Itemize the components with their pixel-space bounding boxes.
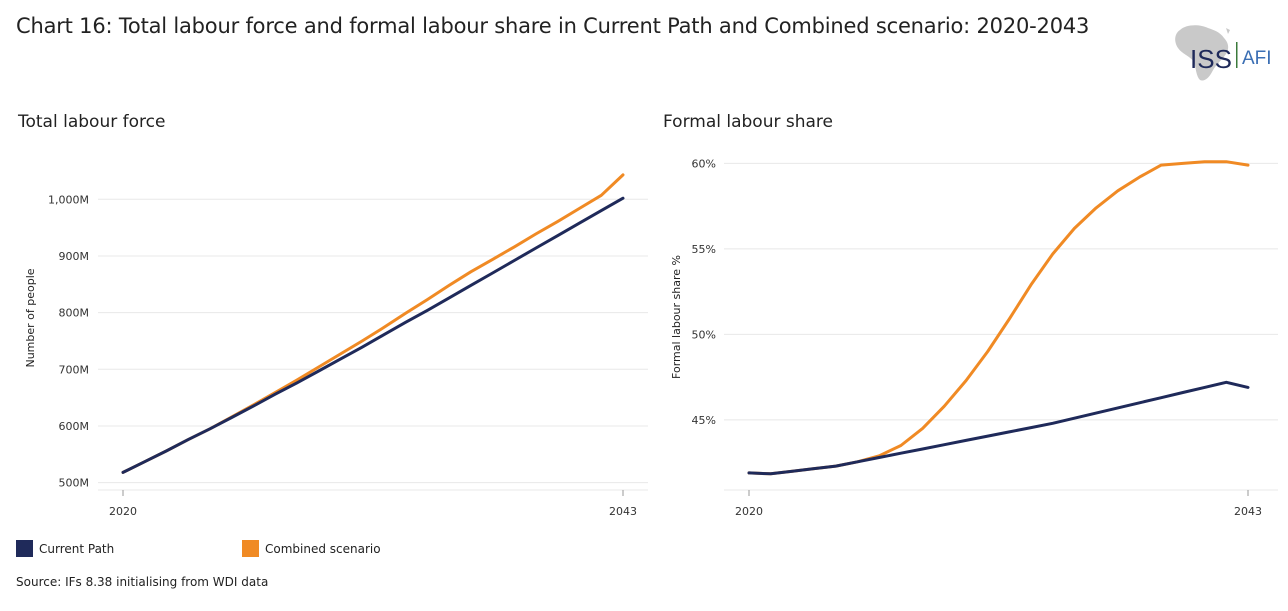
logo-afi-text: AFI [1242, 48, 1272, 69]
y-tick-label: 900M [59, 250, 90, 263]
formal-labour-share-chart: 45% 50% 55% 60% 2020 2043 Formal labour share … [670, 157, 1278, 518]
labour-force-chart: 500M 600M 700M 800M 900M 1,000M 2020 2043 Number… [24, 173, 648, 518]
y-tick-label: 60% [692, 157, 716, 170]
y-tick-label: 500M [59, 477, 90, 490]
y-tick-label: 1,000M [48, 193, 89, 206]
legend-label: Current Path [39, 541, 115, 556]
y-tick-label: 800M [59, 307, 90, 320]
legend-item-current-path: Current Path [16, 540, 114, 557]
x-tick-label: 2020 [735, 505, 763, 518]
iss-afi-logo: ISS AFI [1166, 20, 1286, 86]
y-tick-label: 50% [692, 328, 716, 341]
series-line-current-path [121, 196, 625, 474]
left-panel-title: Total labour force [18, 112, 166, 132]
legend-swatch [242, 540, 259, 557]
series-line-combined-scenario [747, 160, 1250, 476]
africa-map-icon: ISS AFI [1175, 25, 1272, 81]
y-axis-title: Formal labour share % [670, 255, 683, 379]
y-tick-label: 600M [59, 420, 90, 433]
source-note: Source: IFs 8.38 initialising from WDI d… [16, 575, 269, 589]
series-line-combined-scenario [121, 173, 625, 474]
legend-item-combined-scenario: Combined scenario [242, 540, 381, 557]
y-tick-label: 55% [692, 243, 716, 256]
legend-label: Combined scenario [265, 541, 381, 556]
x-tick-label: 2043 [609, 505, 637, 518]
y-tick-label: 700M [59, 363, 90, 376]
y-axis-title: Number of people [24, 268, 37, 367]
logo-iss-text: ISS [1190, 44, 1232, 74]
series-line-current-path [747, 380, 1250, 476]
x-tick-label: 2020 [109, 505, 137, 518]
right-panel-title: Formal labour share [663, 112, 833, 132]
y-tick-label: 45% [692, 414, 716, 427]
chart-title: Chart 16: Total labour force and formal … [16, 14, 1090, 38]
x-tick-label: 2043 [1234, 505, 1262, 518]
legend-swatch [16, 540, 33, 557]
